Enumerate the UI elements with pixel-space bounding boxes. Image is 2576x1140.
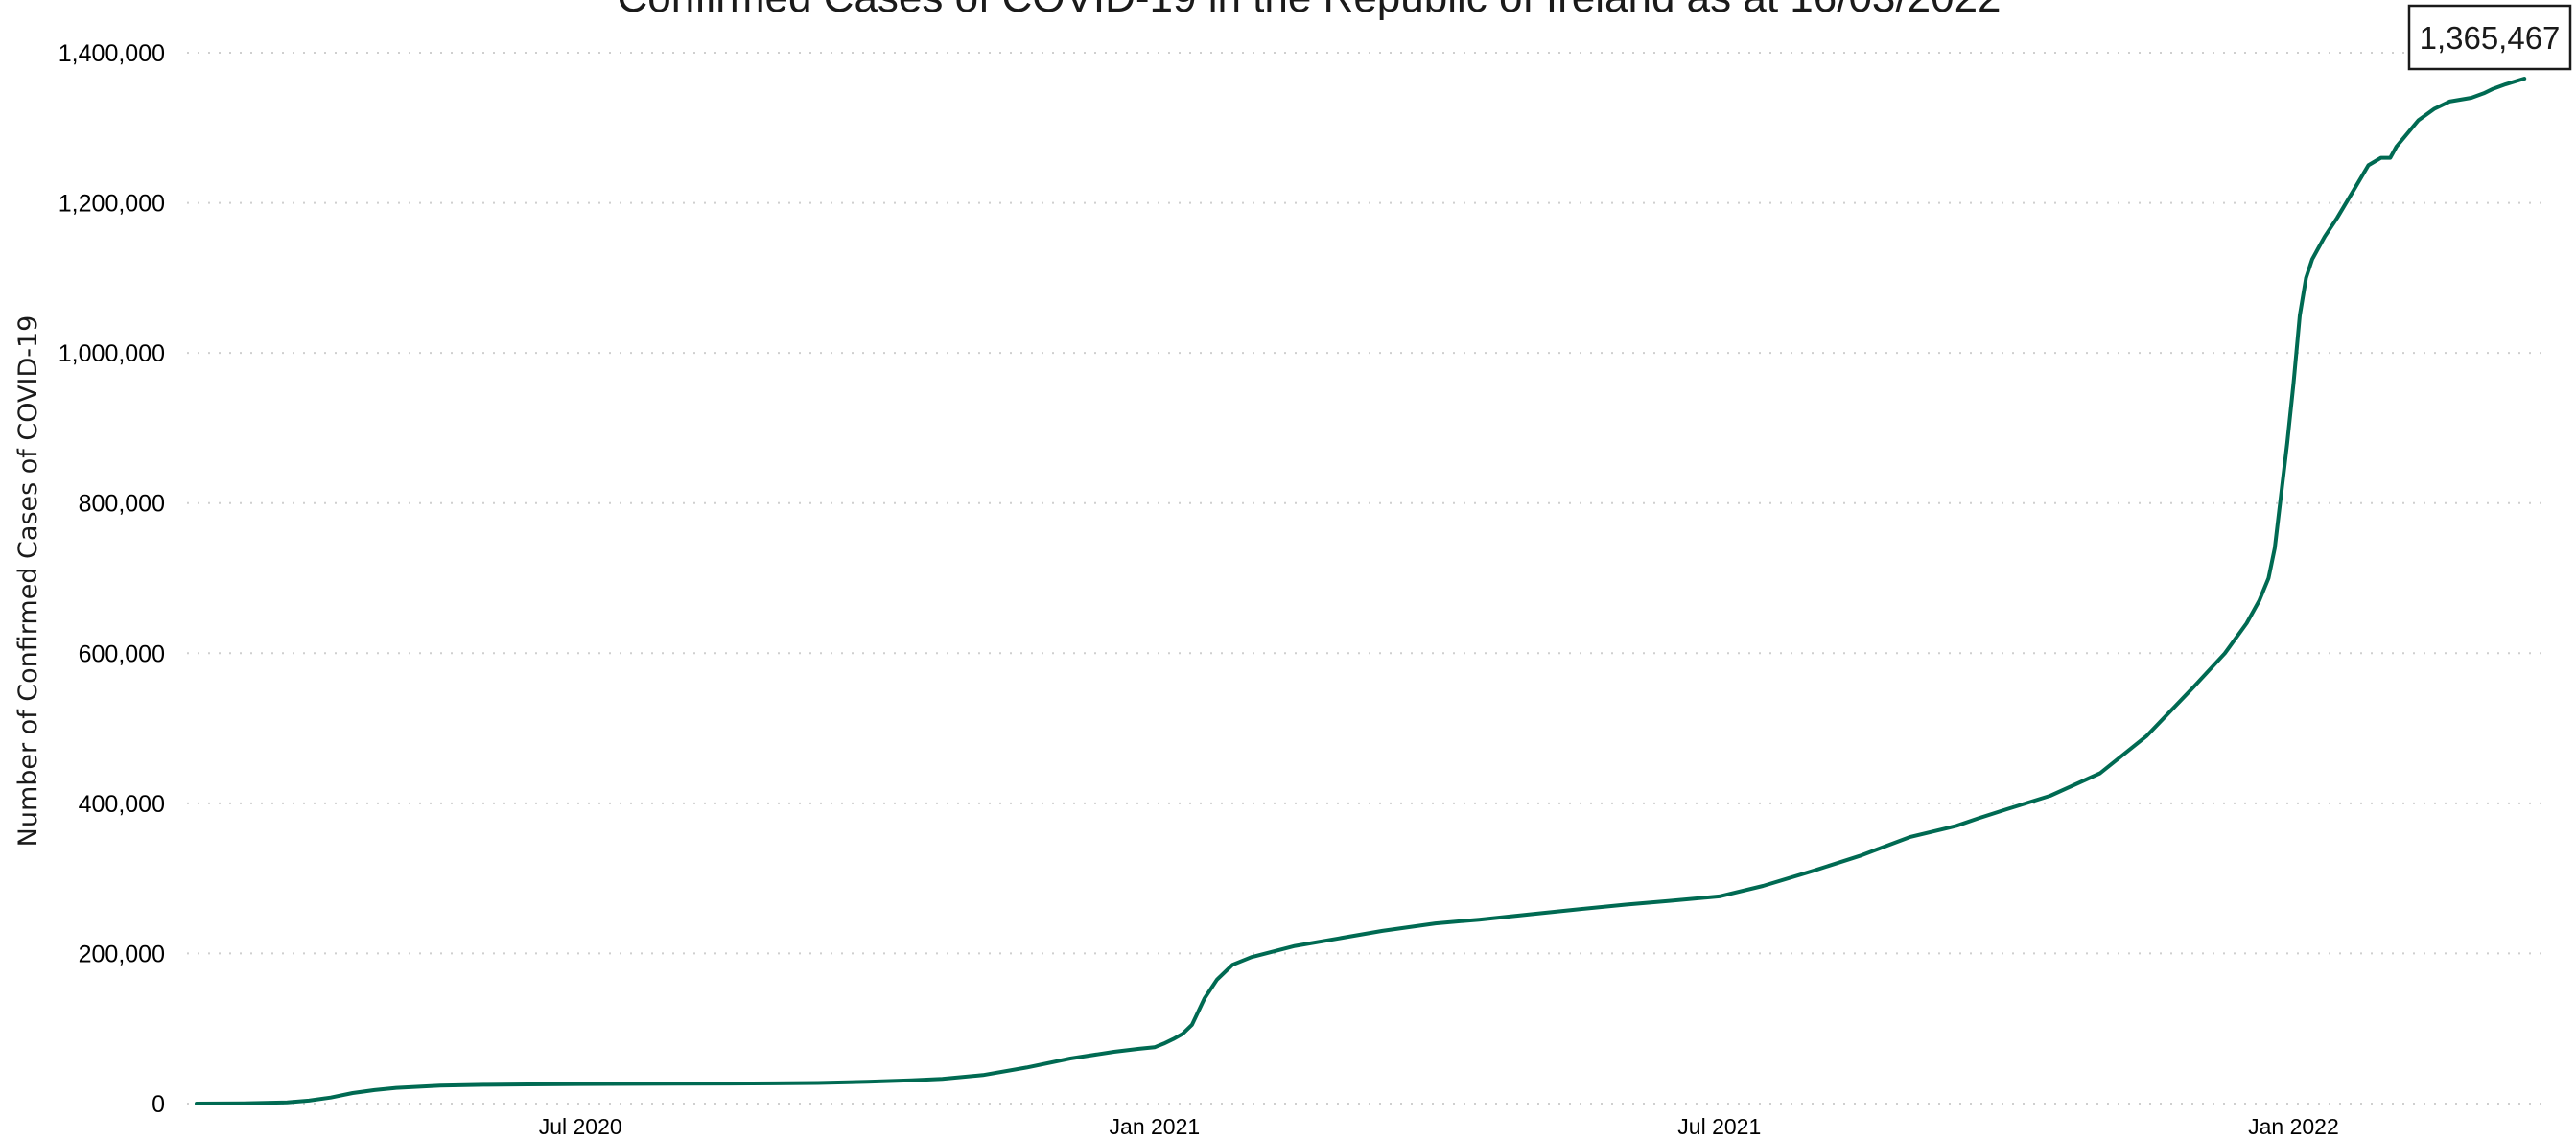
chart-title: Confirmed Cases of COVID-19 in the Repub… [617,0,2001,21]
x-tick-label: Jul 2020 [539,1114,622,1139]
total-callout-label: 1,365,467 [2420,20,2561,56]
grid-lines [187,52,2546,1105]
y-tick-label: 800,000 [79,491,165,518]
x-axis-ticks: Jul 2020 Jan 2021 Jul 2021 Jan 2022 [539,1114,2339,1139]
y-axis-label: Number of Confirmed Cases of COVID-19 [13,315,43,848]
y-tick-label: 1,400,000 [59,40,165,67]
x-tick-label: Jan 2021 [1110,1114,1201,1139]
total-callout-box [2407,4,2572,71]
y-tick-label: 0 [152,1091,165,1118]
y-tick-label: 200,000 [79,941,165,967]
y-tick-label: 1,200,000 [59,191,165,218]
series-layer [195,77,2527,1105]
x-tick-label: Jan 2022 [2248,1114,2339,1139]
y-axis-ticks: 0 200,000 400,000 600,000 800,000 1,000,000 1,… [59,40,165,1118]
x-tick-label: Jul 2021 [1677,1114,1761,1139]
y-tick-label: 400,000 [79,791,165,818]
y-tick-label: 1,000,000 [59,340,165,367]
total-callout: 1,365,467 [2407,4,2572,71]
y-tick-label: 600,000 [79,640,165,667]
series-line-1 [195,77,2527,1105]
